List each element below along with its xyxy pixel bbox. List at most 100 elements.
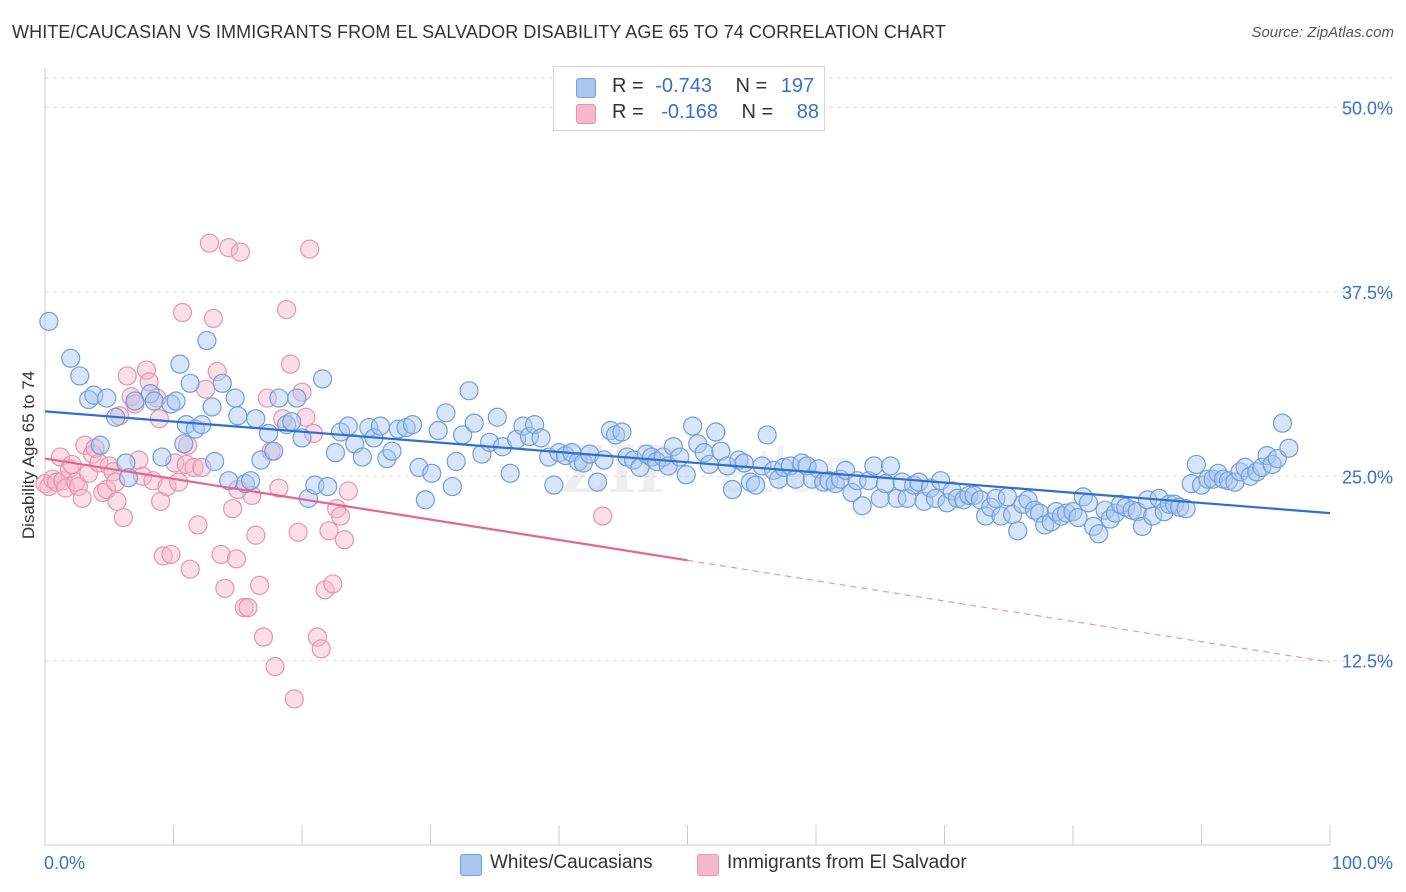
data-point-immigrants: [296, 407, 316, 427]
data-point-whites: [683, 416, 703, 436]
data-point-whites: [947, 488, 967, 508]
data-point-whites: [870, 488, 890, 508]
data-point-whites: [436, 403, 456, 423]
legend-r-label: R =: [612, 75, 644, 97]
data-point-immigrants: [107, 491, 127, 511]
data-point-whites: [1208, 463, 1228, 483]
data-point-immigrants: [223, 499, 243, 519]
bottom-legend-swatch-blue: [460, 854, 482, 876]
data-point-whites: [370, 416, 390, 436]
trend-line-immigrants-extrapolated: [687, 559, 1331, 663]
legend-r-value-immigrants: -0.168: [661, 101, 718, 123]
data-point-whites: [1018, 490, 1038, 510]
data-point-whites: [487, 407, 507, 427]
trend-line-whites: [44, 410, 1331, 515]
data-point-whites: [202, 397, 222, 417]
data-point-whites: [352, 447, 372, 467]
data-point-whites: [382, 441, 402, 461]
data-point-immigrants: [280, 354, 301, 374]
data-point-whites: [976, 506, 996, 526]
bottom-legend-label-whites: Whites/Caucasians: [490, 852, 653, 873]
data-point-whites: [205, 451, 225, 472]
data-point-immigrants: [211, 544, 231, 565]
data-point-immigrants: [106, 472, 126, 492]
data-point-immigrants: [230, 242, 250, 262]
data-point-immigrants: [249, 575, 270, 596]
data-point-whites: [1041, 512, 1061, 532]
data-point-whites: [864, 456, 884, 476]
data-point-whites: [1051, 506, 1072, 526]
data-point-whites: [61, 348, 81, 368]
data-point-whites: [197, 330, 217, 351]
bottom-legend-label-immigrants: Immigrants from El Salvador: [727, 852, 967, 873]
data-point-whites: [180, 373, 200, 393]
data-point-whites: [422, 463, 442, 483]
data-point-whites: [1132, 516, 1152, 537]
legend-r-value-whites: -0.743: [655, 75, 712, 97]
data-point-whites: [330, 422, 351, 442]
y-tick-label: 37.5%: [1342, 283, 1393, 303]
data-point-whites: [670, 447, 690, 467]
data-point-immigrants: [307, 627, 328, 647]
data-point-immigrants: [207, 361, 227, 382]
data-point-immigrants: [153, 546, 173, 566]
data-point-whites: [1024, 500, 1045, 520]
data-point-whites: [1170, 497, 1190, 517]
data-point-whites: [219, 471, 239, 491]
data-point-immigrants: [593, 506, 613, 526]
data-point-immigrants: [215, 578, 235, 598]
data-point-immigrants: [68, 476, 89, 497]
data-point-whites: [388, 419, 408, 439]
data-point-immigrants: [180, 559, 200, 579]
legend-n-value-immigrants: 88: [796, 101, 820, 123]
data-point-immigrants: [169, 472, 189, 492]
data-point-immigrants: [117, 366, 137, 386]
data-point-whites: [880, 456, 901, 476]
data-point-whites: [1008, 521, 1028, 541]
data-point-immigrants: [334, 530, 355, 550]
source-label: Source: ZipAtlas.com: [1251, 24, 1394, 41]
data-point-whites: [734, 453, 754, 473]
data-point-whites: [531, 428, 551, 448]
data-point-whites: [1105, 503, 1126, 523]
data-point-whites: [746, 475, 766, 495]
data-point-immigrants: [330, 506, 351, 526]
data-point-whites: [174, 434, 194, 454]
axes: [44, 68, 1331, 846]
data-point-whites: [706, 422, 726, 442]
trend-lines: [44, 410, 1331, 663]
data-point-immigrants: [176, 454, 196, 475]
data-point-immigrants: [85, 438, 105, 458]
data-point-whites: [1143, 506, 1163, 526]
data-point-whites: [442, 476, 462, 497]
data-point-immigrants: [269, 478, 289, 498]
data-point-immigrants: [311, 639, 331, 659]
trend-line-immigrants: [44, 457, 688, 562]
data-point-immigrants: [188, 515, 208, 535]
data-point-immigrants: [226, 549, 247, 569]
data-point-whites: [1279, 438, 1299, 458]
data-point-whites: [269, 388, 289, 408]
data-point-immigrants: [265, 656, 285, 677]
data-point-whites: [241, 471, 261, 491]
data-point-whites: [752, 456, 772, 476]
data-point-whites: [415, 490, 435, 510]
data-point-whites: [802, 469, 822, 489]
data-point-immigrants: [257, 388, 277, 408]
data-point-whites: [1262, 454, 1282, 475]
data-point-whites: [1068, 507, 1088, 528]
data-point-whites: [338, 416, 358, 436]
data-point-immigrants: [276, 299, 297, 320]
data-point-immigrants: [136, 360, 157, 380]
data-point-whites: [587, 472, 608, 492]
data-point-whites: [1272, 413, 1293, 433]
legend-r-label: R =: [612, 101, 644, 123]
data-point-whites: [144, 391, 164, 411]
data-point-immigrants: [292, 382, 312, 402]
y-axis-label: Disability Age 65 to 74: [19, 371, 38, 539]
tick-labels: 12.5% 25.0% 37.5% 50.0% 0.0% 100.0%: [44, 99, 1393, 874]
legend-swatch-blue: [576, 78, 596, 98]
data-point-immigrants: [338, 481, 358, 501]
data-point-whites: [318, 476, 338, 497]
